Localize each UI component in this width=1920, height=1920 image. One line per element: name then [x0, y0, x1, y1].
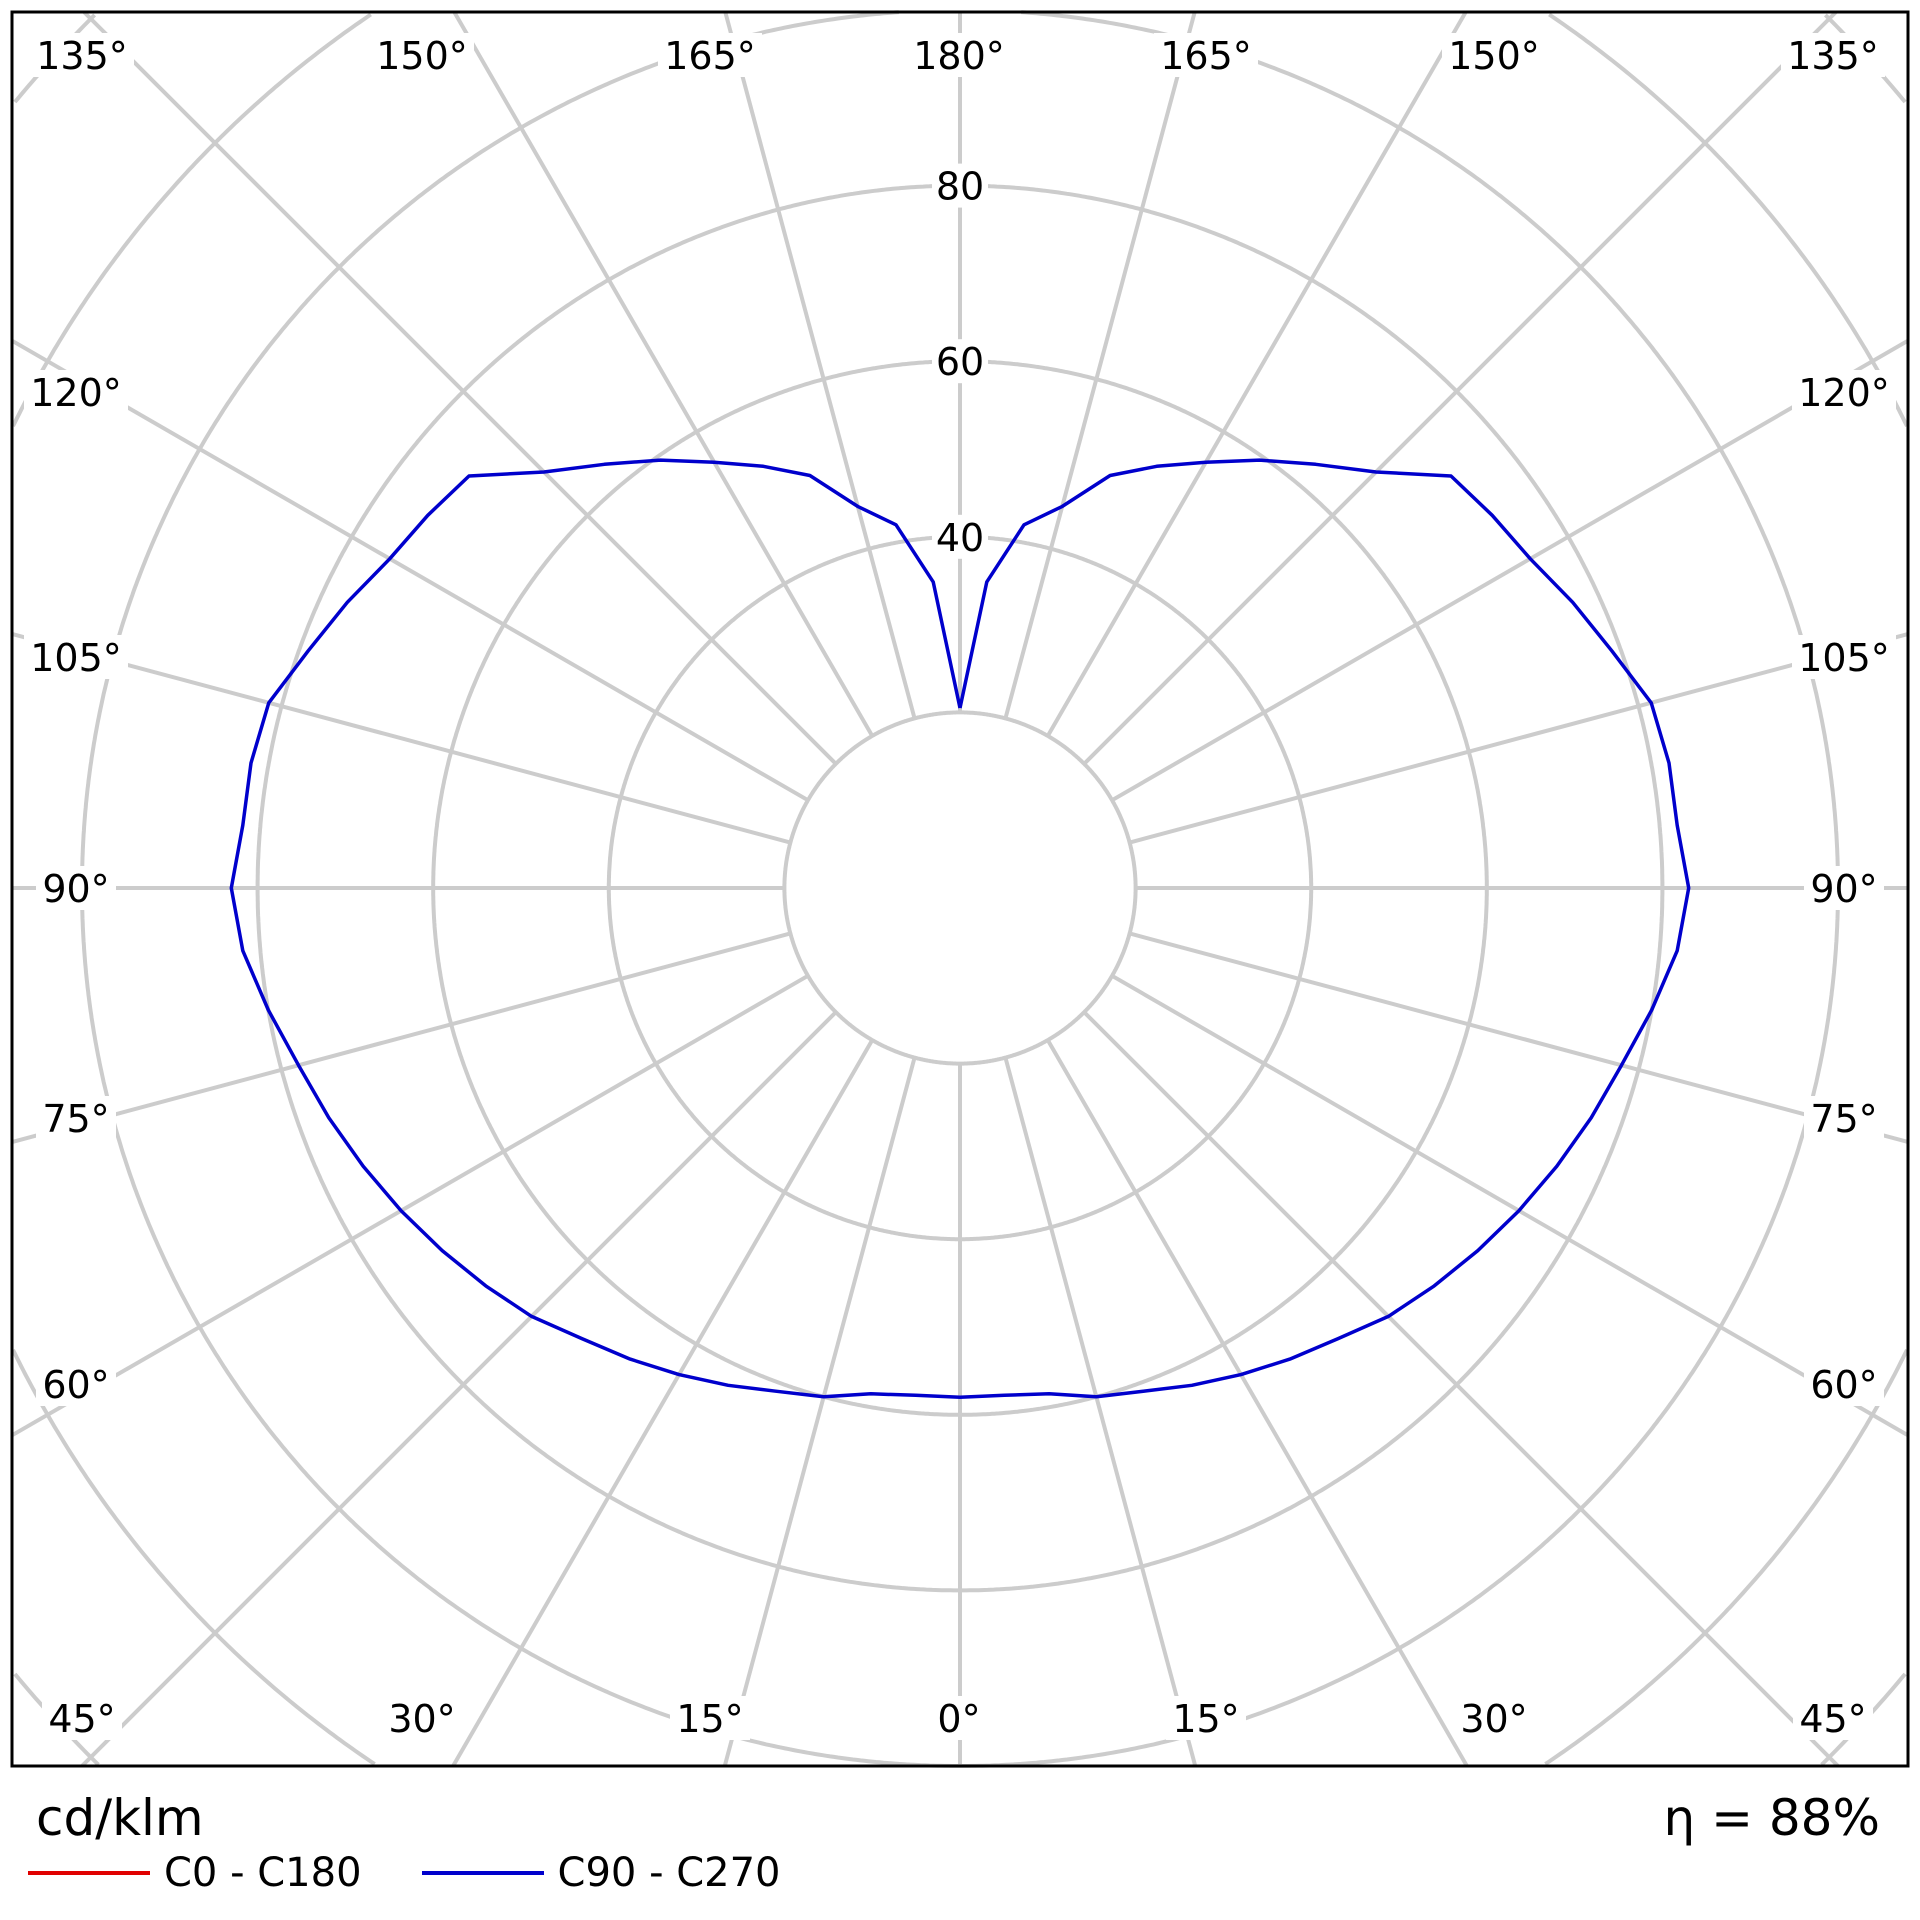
grid-spoke — [11, 931, 791, 1144]
angle-label-bottom-bg — [670, 1696, 750, 1740]
grid-spoke — [82, 10, 838, 766]
angle-label-top: 135° — [1787, 34, 1879, 78]
angle-label-bottom-bg — [1454, 1696, 1534, 1740]
angle-label-right-bg — [1804, 866, 1884, 910]
angle-label-right: 75° — [1810, 1097, 1877, 1141]
angle-label-right-bg — [1804, 1362, 1884, 1406]
angle-label-right-bg — [1804, 1096, 1884, 1140]
angle-label-top: 180° — [913, 34, 1005, 78]
grid-spoke — [722, 1057, 917, 1767]
legend-swatch-c0 — [28, 1871, 150, 1875]
efficiency-label: η = 88% — [1663, 1789, 1880, 1847]
angle-label-left: 120° — [30, 371, 122, 415]
angle-label-right: 105° — [1798, 636, 1890, 680]
angle-label-bottom: 0° — [937, 1697, 980, 1741]
angle-label-top-bg — [1154, 33, 1258, 77]
grid-spoke — [1129, 632, 1909, 845]
angle-label-top: 150° — [376, 34, 468, 78]
legend-label-c90: C90 - C270 — [557, 1850, 781, 1896]
angle-label-left-bg — [36, 1362, 116, 1406]
grid-spoke — [11, 632, 791, 845]
grid-spoke — [1046, 11, 1468, 737]
series-curve-1 — [229, 458, 1691, 1399]
angle-label-right: 60° — [1810, 1363, 1877, 1407]
angle-label-right-bg — [1792, 635, 1896, 679]
angle-label-bottom-bg — [1166, 1696, 1246, 1740]
angle-label-left-bg — [36, 866, 116, 910]
angle-label-left-bg — [36, 1096, 116, 1140]
chart-frame — [10, 10, 1910, 1768]
angle-label-top: 150° — [1448, 34, 1540, 78]
angle-label-top: 165° — [664, 34, 756, 78]
grid-spoke — [11, 974, 809, 1438]
angle-label-bottom: 15° — [676, 1697, 743, 1741]
angle-label-top-bg — [1781, 33, 1885, 77]
angle-label-top-bg — [907, 33, 1011, 77]
grid-spoke — [80, 1010, 838, 1768]
angle-label-right: 120° — [1798, 371, 1890, 415]
radial-tick-label: 80 — [936, 165, 984, 209]
radial-tick-label-bg — [932, 514, 988, 559]
grid-spoke — [1003, 11, 1197, 719]
radial-tick-label: 40 — [936, 516, 984, 560]
angle-label-right: 90° — [1810, 867, 1877, 911]
angle-label-top-bg — [30, 33, 134, 77]
angle-label-bottom-bg — [1793, 1696, 1873, 1740]
legend-item-c90: C90 - C270 — [421, 1850, 781, 1896]
angle-label-bottom-bg — [382, 1696, 462, 1740]
grid-spoke — [451, 1039, 874, 1768]
angle-label-bottom: 30° — [388, 1697, 455, 1741]
angle-label-left-bg — [24, 635, 128, 679]
angle-label-bottom: 15° — [1172, 1697, 1239, 1741]
angle-label-top-bg — [658, 33, 762, 77]
grid-spoke — [1046, 1039, 1469, 1768]
legend-swatch-c90 — [421, 1871, 544, 1875]
grid-spoke — [10, 338, 809, 802]
grid-ring — [782, 710, 1138, 1066]
angle-label-top: 165° — [1160, 34, 1252, 78]
polar-chart: 40 60 80 135° 150° 165° 180° 165° 150° 135° 45° 30°… — [10, 10, 1910, 1768]
angle-label-bottom: 45° — [48, 1697, 115, 1741]
angle-label-bottom-bg — [931, 1696, 987, 1740]
grid-spoke — [452, 10, 874, 737]
angle-label-bottom-bg — [42, 1696, 122, 1740]
grid-spoke — [1111, 974, 1909, 1438]
grid-spoke — [1082, 10, 1838, 766]
grid-ring — [11, 12, 1909, 1766]
angle-label-top: 135° — [36, 34, 128, 78]
angle-label-top-bg — [1442, 33, 1546, 77]
angle-label-bottom: 30° — [1460, 1697, 1527, 1741]
radial-tick-label: 60 — [936, 340, 984, 384]
legend-item-c0: C0 - C180 — [28, 1850, 362, 1896]
grid-spoke — [1129, 931, 1909, 1144]
angle-label-left: 90° — [42, 867, 109, 911]
angle-label-bottom: 45° — [1799, 1697, 1866, 1741]
angle-label-right-bg — [1792, 370, 1896, 414]
unit-label: cd/klm — [36, 1789, 204, 1847]
grid — [10, 10, 1910, 1768]
legend: C0 - C180 C90 - C270 — [28, 1850, 841, 1896]
grid-spoke — [1111, 338, 1910, 802]
angle-label-left: 75° — [42, 1097, 109, 1141]
angle-label-left: 105° — [30, 636, 122, 680]
grid-spoke — [723, 11, 917, 719]
angle-label-left: 60° — [42, 1363, 109, 1407]
grid-spoke — [1082, 1010, 1840, 1768]
legend-label-c0: C0 - C180 — [164, 1850, 362, 1896]
angle-label-left-bg — [24, 370, 128, 414]
grid-spoke — [1003, 1057, 1198, 1767]
angle-label-top-bg — [370, 33, 474, 77]
radial-tick-label-bg — [932, 163, 988, 208]
radial-tick-label-bg — [932, 339, 988, 384]
